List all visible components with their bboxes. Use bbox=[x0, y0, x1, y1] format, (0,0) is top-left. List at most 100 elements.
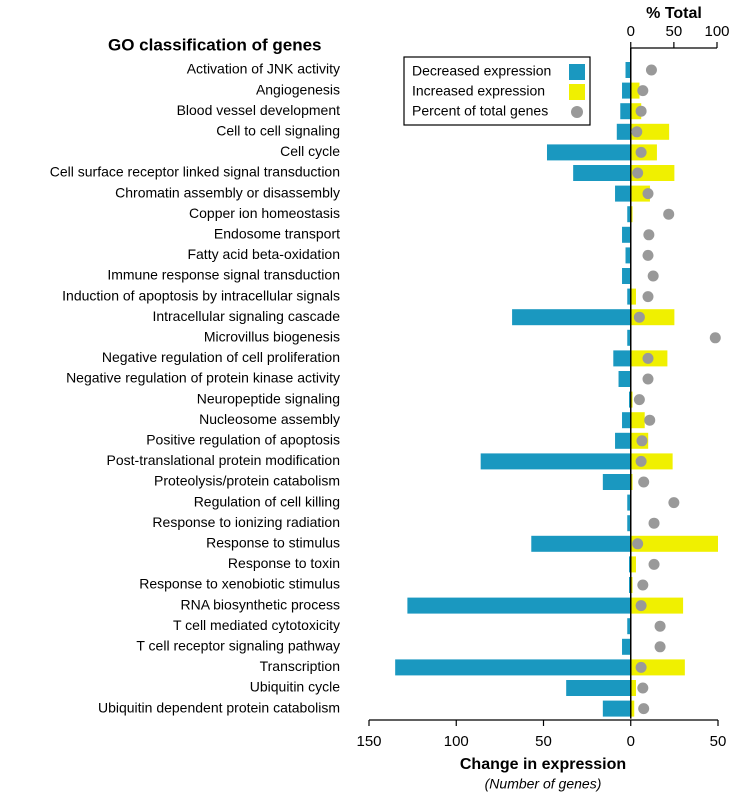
percent-dot bbox=[642, 352, 654, 364]
percent-dot bbox=[638, 476, 650, 488]
x-tick-label: 50 bbox=[535, 733, 552, 750]
category-label: Induction of apoptosis by intracellular … bbox=[62, 287, 340, 303]
bar bbox=[627, 618, 631, 635]
bar bbox=[627, 329, 631, 346]
legend-swatch bbox=[569, 84, 585, 100]
bar bbox=[630, 391, 633, 408]
bar bbox=[622, 226, 631, 243]
percent-dot bbox=[636, 435, 648, 447]
category-label: Copper ion homeostasis bbox=[189, 205, 340, 221]
bar bbox=[630, 412, 645, 429]
x-axis-note: (Number of genes) bbox=[485, 776, 602, 792]
bar bbox=[622, 638, 631, 655]
x-tick-label: 150 bbox=[356, 733, 381, 750]
percent-dot bbox=[635, 105, 647, 117]
percent-dot bbox=[645, 64, 657, 76]
percent-dot bbox=[631, 126, 643, 138]
percent-dot bbox=[648, 558, 660, 570]
bar bbox=[630, 680, 636, 696]
percent-dot bbox=[632, 538, 644, 550]
percent-dot bbox=[643, 229, 655, 241]
bar bbox=[630, 474, 633, 490]
category-label: Angiogenesis bbox=[256, 81, 340, 97]
bar bbox=[622, 268, 631, 284]
category-label: Response to stimulus bbox=[206, 535, 340, 551]
percent-dot bbox=[635, 600, 647, 612]
bar bbox=[602, 700, 631, 717]
category-label: RNA biosynthetic process bbox=[180, 596, 340, 612]
legend-label: Decreased expression bbox=[412, 63, 551, 79]
percent-dot bbox=[633, 394, 645, 406]
percent-dot bbox=[648, 517, 660, 529]
percent-dot bbox=[635, 661, 647, 673]
percent-dot bbox=[642, 188, 654, 200]
category-label: Cell surface receptor linked signal tran… bbox=[50, 164, 340, 180]
category-label: Microvillus biogenesis bbox=[204, 329, 340, 345]
legend-swatch bbox=[571, 106, 583, 118]
category-label: Ubiquitin dependent protein catabolism bbox=[98, 699, 340, 715]
category-label: T cell receptor signaling pathway bbox=[136, 638, 340, 654]
category-label: Proteolysis/protein catabolism bbox=[154, 473, 340, 489]
category-label: Intracellular signaling cascade bbox=[152, 308, 340, 324]
bar bbox=[618, 371, 631, 387]
bar bbox=[627, 515, 631, 532]
x-tick-label: 0 bbox=[627, 733, 635, 750]
bar bbox=[573, 165, 631, 181]
percent-dot bbox=[633, 311, 645, 323]
bar bbox=[630, 700, 635, 717]
bar bbox=[630, 577, 633, 593]
bar bbox=[630, 556, 636, 573]
percent-dot bbox=[654, 641, 666, 653]
bar bbox=[622, 412, 631, 429]
category-label: Ubiquitin cycle bbox=[250, 679, 340, 695]
percent-dot bbox=[654, 620, 666, 632]
category-label: Blood vessel development bbox=[177, 102, 341, 118]
x2-axis-label: % Total bbox=[646, 5, 702, 22]
category-label: Positive regulation of apoptosis bbox=[146, 432, 340, 448]
bar bbox=[630, 82, 640, 99]
bar bbox=[630, 165, 675, 181]
category-label: Transcription bbox=[260, 658, 340, 674]
category-label: Cell cycle bbox=[280, 143, 340, 159]
bar bbox=[622, 82, 631, 99]
bar bbox=[630, 288, 636, 305]
category-label: Response to ionizing radiation bbox=[152, 514, 340, 530]
category-label: Activation of JNK activity bbox=[187, 61, 340, 77]
category-label: Nucleosome assembly bbox=[199, 411, 340, 427]
bar bbox=[629, 556, 631, 573]
percent-dot bbox=[642, 291, 654, 303]
legend-swatch bbox=[569, 64, 585, 80]
percent-dot bbox=[635, 455, 647, 467]
percent-dot bbox=[709, 332, 721, 344]
bar bbox=[615, 432, 631, 449]
bar bbox=[630, 206, 633, 223]
bar bbox=[616, 123, 631, 140]
category-label: Fatty acid beta-oxidation bbox=[187, 246, 340, 262]
percent-dot bbox=[638, 703, 650, 715]
percent-dot bbox=[642, 373, 654, 385]
percent-dot bbox=[635, 146, 647, 158]
percent-dot bbox=[663, 208, 675, 220]
bar bbox=[629, 577, 631, 593]
bar bbox=[627, 494, 631, 511]
legend-label: Increased expression bbox=[412, 83, 545, 99]
bar bbox=[625, 247, 631, 264]
bar bbox=[480, 453, 631, 470]
bar bbox=[630, 535, 718, 552]
category-label: Negative regulation of protein kinase ac… bbox=[66, 370, 340, 386]
category-label: Regulation of cell killing bbox=[194, 493, 340, 509]
percent-dot bbox=[668, 497, 680, 509]
category-label: Response to xenobiotic stimulus bbox=[139, 576, 340, 592]
percent-dot bbox=[647, 270, 659, 282]
bar bbox=[627, 288, 631, 305]
bar bbox=[512, 309, 631, 326]
bar bbox=[566, 680, 631, 696]
x2-tick-label: 0 bbox=[627, 23, 635, 40]
bar bbox=[531, 535, 631, 552]
category-label: Cell to cell signaling bbox=[216, 123, 340, 139]
bar bbox=[546, 144, 631, 161]
x-tick-label: 50 bbox=[710, 733, 727, 750]
percent-dot bbox=[642, 249, 654, 261]
percent-dot bbox=[637, 85, 649, 97]
